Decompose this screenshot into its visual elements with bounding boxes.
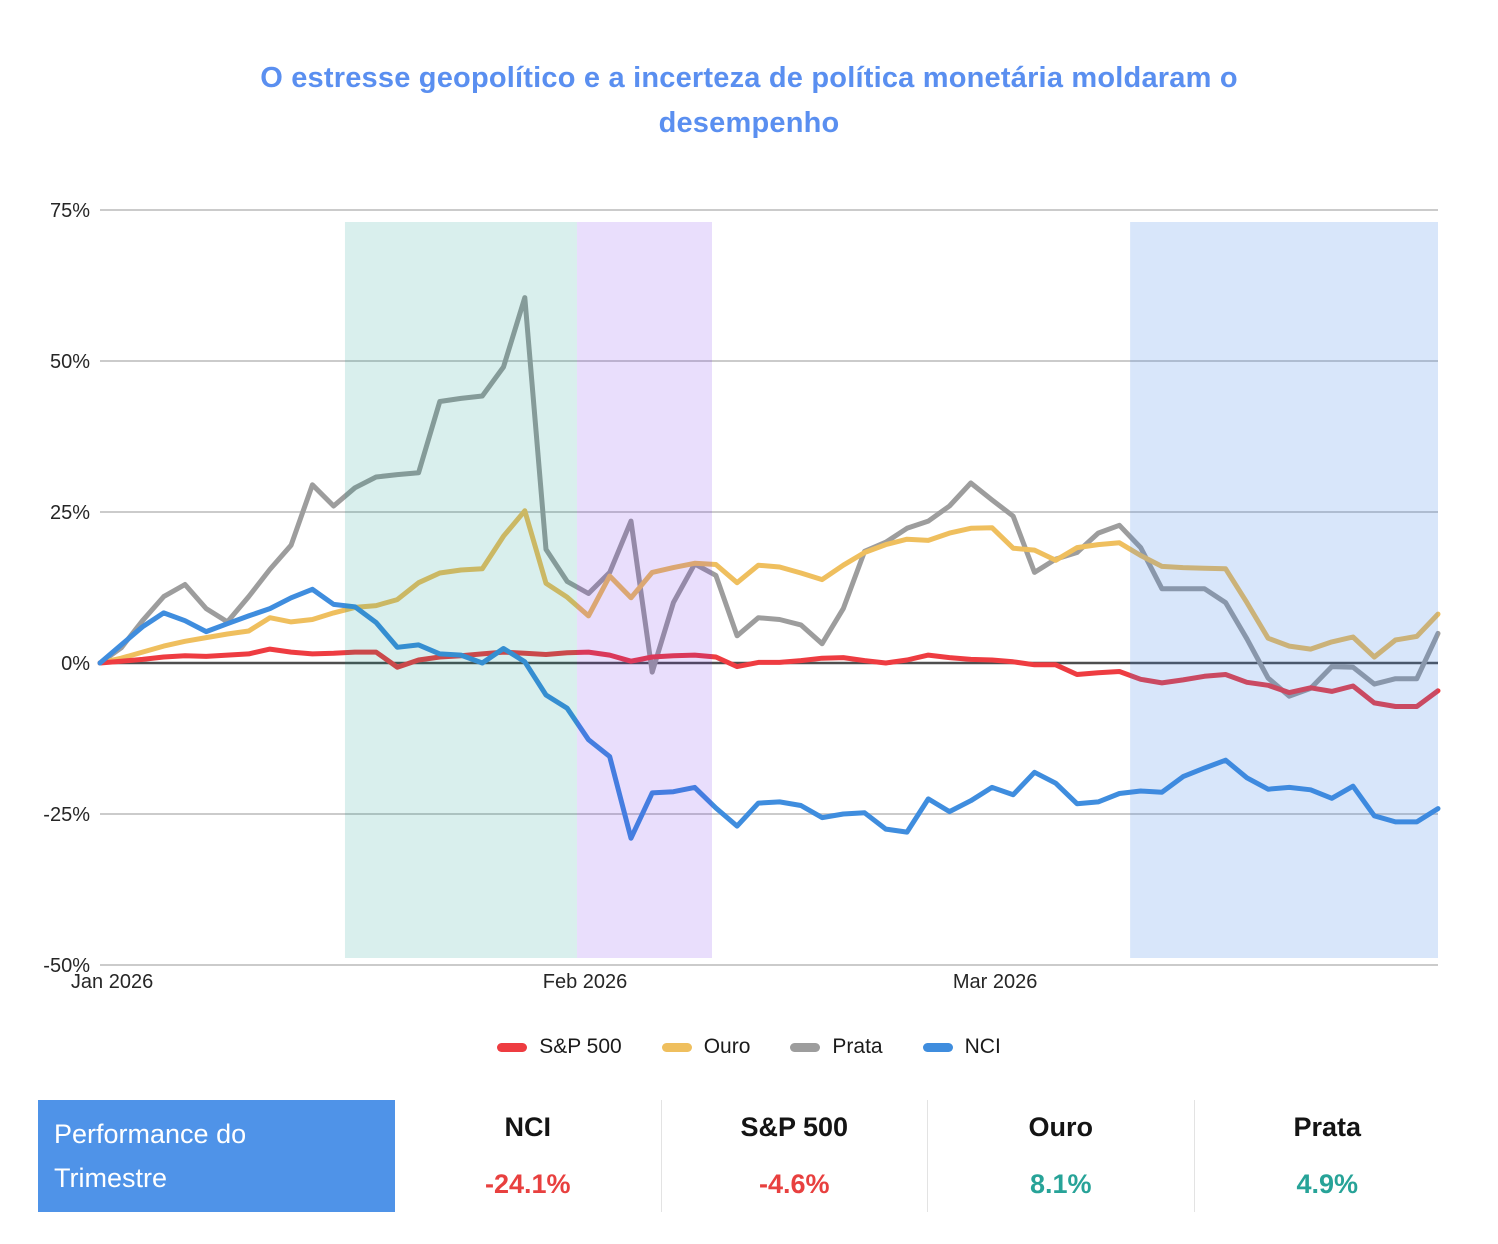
x-tick-label: Feb 2026 (543, 971, 628, 993)
y-tick-label: 75% (50, 200, 90, 222)
y-tick-label: -25% (43, 804, 90, 826)
summary-asset-name: S&P 500 (740, 1112, 849, 1142)
quarter-performance-values: NCI -24.1% S&P 500 -4.6% Ouro 8.1% Prata… (395, 1100, 1460, 1212)
legend-swatch (790, 1042, 821, 1052)
summary-asset-value: -24.1% (484, 1169, 571, 1199)
chart-legend: S&P 500 Ouro Prata NCI (0, 1029, 1498, 1065)
quarter-performance-label-line2: Trimestre (54, 1162, 167, 1193)
summary-asset-name: Prata (1293, 1112, 1362, 1142)
y-tick-label: 0% (61, 653, 90, 675)
legend-label: Ouro (703, 1035, 751, 1058)
chart-title-text: O estresse geopolítico e a incerteza de … (260, 62, 1238, 139)
quarter-performance-label: Performance do Trimestre (38, 1100, 395, 1212)
summary-asset-value: 4.9% (1296, 1169, 1359, 1199)
legend-label: S&P 500 (539, 1035, 622, 1058)
highlight-band-teal (344, 222, 577, 958)
summary-asset-name: NCI (504, 1112, 552, 1142)
summary-asset-value: 8.1% (1029, 1169, 1092, 1199)
legend-item: NCI (922, 1035, 1001, 1059)
legend-label: NCI (964, 1035, 1001, 1058)
summary-col-nci: NCI -24.1% (395, 1100, 661, 1212)
x-tick-label: Jan 2026 (71, 971, 153, 993)
chart-title: O estresse geopolítico e a incerteza de … (0, 56, 1498, 146)
summary-col-prata: Prata 4.9% (1193, 1100, 1461, 1212)
summary-asset-name: Ouro (1028, 1112, 1094, 1142)
y-tick-label: 50% (50, 351, 90, 373)
series-line-Prata (97, 295, 1441, 699)
legend-item: S&P 500 (497, 1035, 622, 1059)
quarter-performance-label-line1: Performance do (54, 1119, 247, 1149)
y-tick-label: 25% (50, 502, 90, 524)
legend-swatch (922, 1042, 953, 1052)
x-tick-label: Mar 2026 (953, 971, 1038, 993)
highlight-band-blue (1130, 222, 1438, 958)
legend-swatch (497, 1042, 528, 1052)
highlight-band-purple (576, 222, 713, 958)
quarter-performance-panel: Performance do Trimestre NCI -24.1% S&P … (38, 1100, 1460, 1212)
y-tick-label: -50% (43, 955, 90, 977)
legend-label: Prata (832, 1035, 883, 1058)
legend-item: Prata (790, 1035, 883, 1059)
summary-col-ouro: Ouro 8.1% (927, 1100, 1194, 1212)
legend-swatch (661, 1042, 692, 1052)
series-line-NCI (97, 586, 1441, 841)
summary-col-sp500: S&P 500 -4.6% (660, 1100, 928, 1212)
summary-asset-value: -4.6% (758, 1169, 830, 1199)
series-line-Ouro (97, 508, 1441, 666)
performance-chart: 75% 50% 25% 0% -25% -50%Jan 2026 Feb 2026 Mar 2… (43, 200, 1441, 993)
legend-item: Ouro (661, 1035, 751, 1059)
series-line-S&P 500 (97, 646, 1441, 709)
